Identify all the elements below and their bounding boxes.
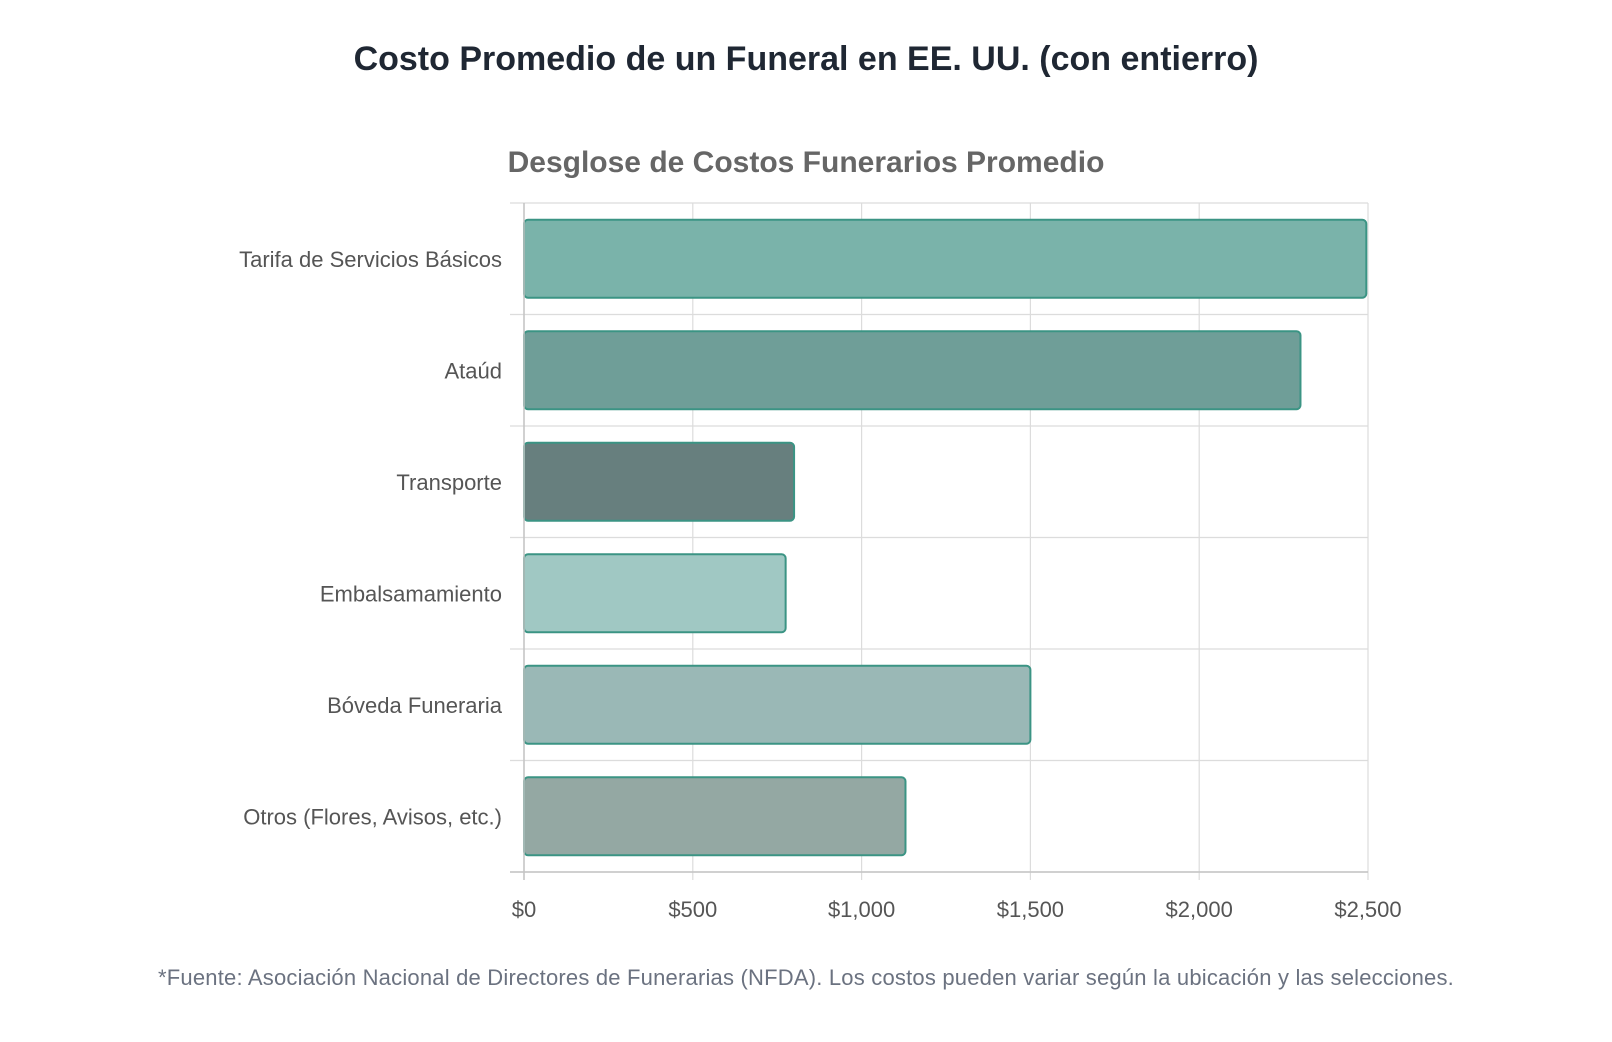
bar xyxy=(523,218,1368,299)
x-tick-label: $2,500 xyxy=(1334,897,1401,922)
x-tick-label: $1,000 xyxy=(828,897,895,922)
y-tick-label: Bóveda Funeraria xyxy=(327,693,503,718)
x-tick-label: $500 xyxy=(668,897,717,922)
bar xyxy=(523,776,907,857)
bars xyxy=(523,218,1368,857)
y-tick-label: Transporte xyxy=(396,470,502,495)
y-tick-label: Tarifa de Servicios Básicos xyxy=(239,247,502,272)
x-tick-label: $2,000 xyxy=(1166,897,1233,922)
y-tick-label: Ataúd xyxy=(445,358,503,383)
y-tick-label: Otros (Flores, Avisos, etc.) xyxy=(243,804,502,829)
bar xyxy=(523,441,796,522)
y-tick-label: Embalsamamiento xyxy=(320,581,502,606)
bar xyxy=(523,553,787,634)
bar-chart: Desglose de Costos Funerarios Promedio $… xyxy=(239,146,1402,922)
x-tick-label: $0 xyxy=(512,897,536,922)
chart-title: Desglose de Costos Funerarios Promedio xyxy=(508,146,1105,179)
bar xyxy=(523,664,1032,745)
x-tick-label: $1,500 xyxy=(997,897,1064,922)
axes: $0 $500 $1,000 $1,500 $2,000 $2,500 Tarifa de … xyxy=(239,203,1402,922)
source-footnote: *Fuente: Asociación Nacional de Director… xyxy=(158,965,1454,990)
page-title: Costo Promedio de un Funeral en EE. UU. … xyxy=(353,40,1259,78)
grid-lines xyxy=(510,202,1369,880)
bar xyxy=(523,330,1302,411)
